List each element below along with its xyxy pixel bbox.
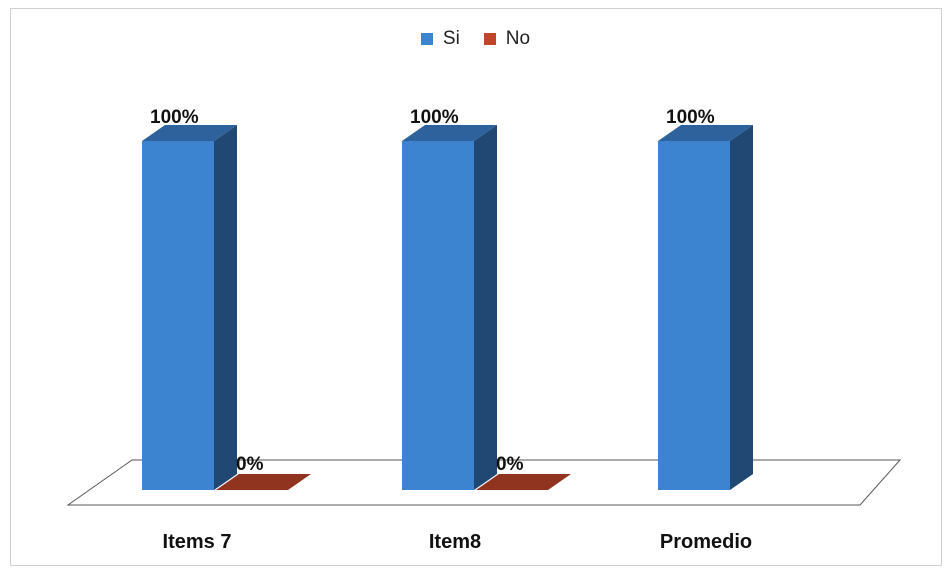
chart-legend: Si No — [0, 28, 951, 50]
data-label-no-0: 0% — [236, 454, 264, 475]
bar-no-0-top — [216, 474, 311, 490]
category-label-0: Items 7 — [163, 531, 232, 553]
legend-swatch-si — [420, 33, 433, 45]
bar-si-2-top — [658, 125, 753, 141]
data-label-si-2: 100% — [666, 107, 715, 128]
bar-si-1 — [402, 141, 474, 490]
legend-label-si: Si — [442, 28, 460, 49]
data-label-si-0: 100% — [150, 107, 199, 128]
legend-item-no: No — [483, 28, 531, 50]
legend-label-no: No — [505, 28, 531, 49]
data-label-no-1: 0% — [496, 454, 524, 475]
category-label-2: Promedio — [660, 531, 752, 553]
category-label-1: Item8 — [429, 531, 481, 553]
legend-swatch-no — [483, 33, 496, 45]
bar-si-0 — [142, 141, 214, 490]
bar-si-1-side — [474, 125, 497, 490]
bar-si-2 — [658, 141, 730, 490]
bar-si-0-side — [214, 125, 237, 490]
bar-si-0-top — [142, 125, 237, 141]
bar-si-2-side — [730, 125, 753, 490]
bar-no-1-top — [476, 474, 571, 490]
legend-item-si: Si — [420, 28, 460, 50]
data-label-si-1: 100% — [410, 107, 459, 128]
bar-si-1-top — [402, 125, 497, 141]
